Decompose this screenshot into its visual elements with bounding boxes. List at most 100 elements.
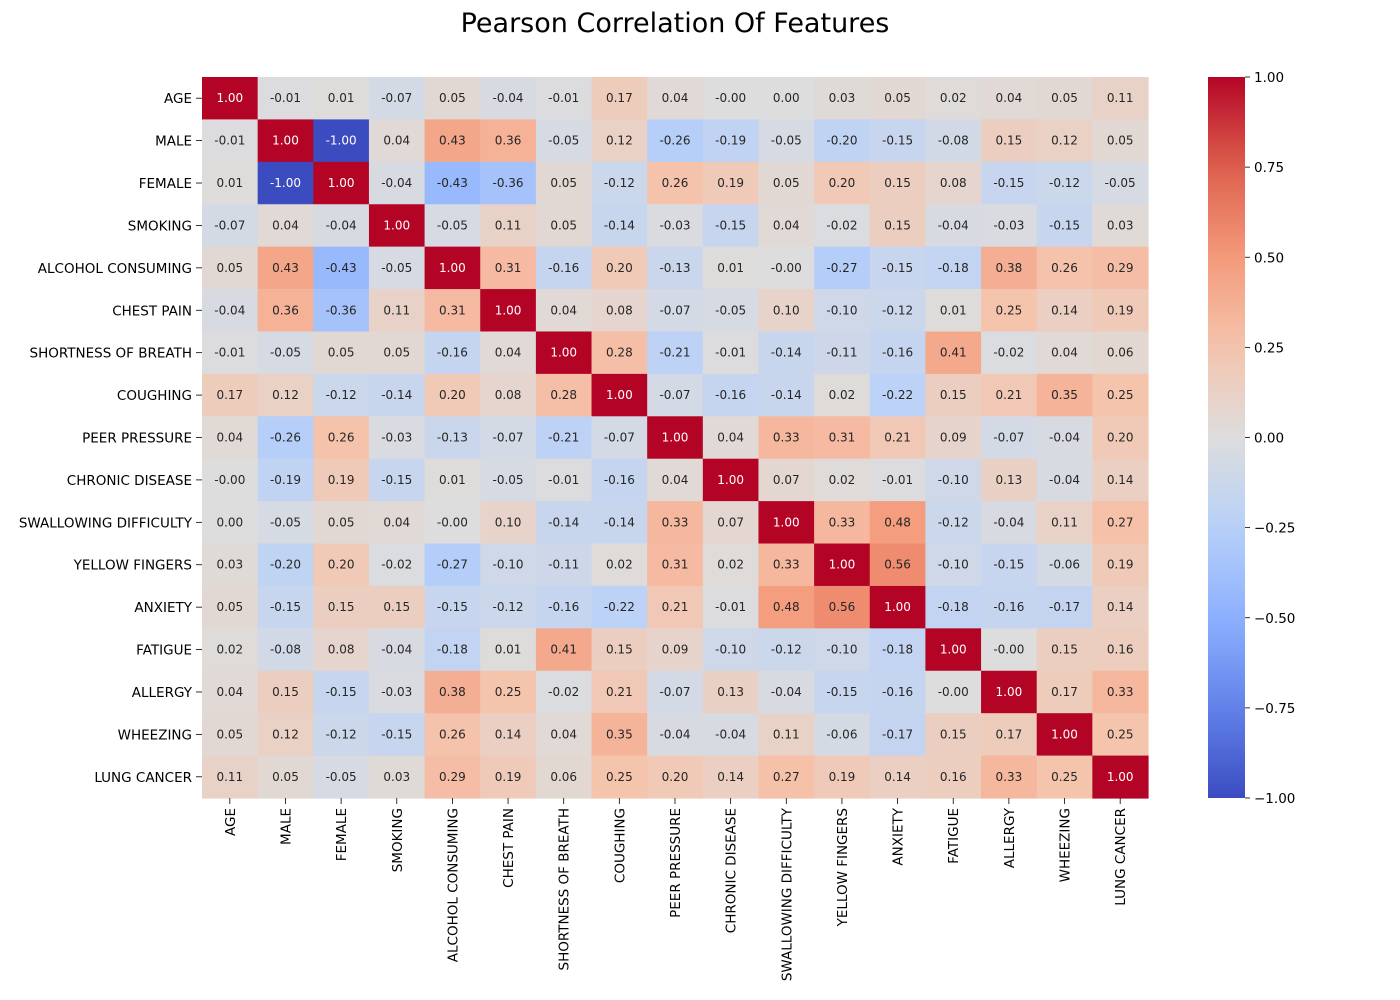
cell-value-label: -0.15 (270, 600, 301, 614)
y-tick-label: WHEEZING (118, 727, 192, 743)
heatmap-cell (647, 585, 704, 629)
cell-value-label: -0.07 (381, 91, 412, 105)
cell-value-label: 0.29 (1107, 261, 1134, 275)
heatmap-cell (591, 628, 648, 672)
heatmap-cell (202, 77, 259, 121)
cell-value-label: -0.05 (270, 515, 301, 529)
cell-value-label: 0.36 (495, 134, 522, 148)
cell-value-label: -0.01 (548, 91, 579, 105)
cell-value-label: -0.01 (270, 91, 301, 105)
heatmap-cell (368, 670, 426, 714)
heatmap-cell (758, 161, 815, 205)
heatmap-cell (869, 713, 927, 757)
chart-title: Pearson Correlation Of Features (460, 8, 890, 39)
heatmap-cell (647, 161, 704, 205)
cell-value-label: 0.25 (1107, 388, 1134, 402)
heatmap-cell (981, 204, 1038, 248)
cell-value-label: -0.18 (938, 261, 969, 275)
heatmap-cell (424, 713, 481, 757)
cell-value-label: 0.04 (216, 431, 243, 445)
cell-value-label: 0.05 (328, 515, 355, 529)
heatmap-cell (535, 585, 593, 629)
heatmap-cell (202, 373, 259, 417)
cell-value-label: 0.04 (773, 218, 800, 232)
heatmap-cell (981, 246, 1038, 290)
heatmap-cell (591, 755, 648, 799)
heatmap-cell (814, 416, 871, 460)
x-tick-label: YELLOW FINGERS (835, 808, 851, 927)
cell-value-label: -0.15 (826, 685, 857, 699)
heatmap-cell (591, 204, 648, 248)
heatmap-cell (869, 119, 927, 163)
heatmap-cell (202, 331, 259, 375)
cell-value-label: -0.05 (1105, 176, 1136, 190)
cell-value-label: 0.15 (328, 600, 355, 614)
cell-value-label: -0.21 (548, 431, 579, 445)
cell-value-label: -0.10 (938, 558, 969, 572)
heatmap-cell (925, 204, 982, 248)
cell-value-label: 0.25 (1051, 770, 1078, 784)
x-tick-label: MALE (278, 808, 294, 845)
heatmap-cell (869, 331, 927, 375)
cell-value-label: -0.10 (938, 473, 969, 487)
heatmap-cell (702, 458, 760, 502)
cell-value-label: 0.04 (272, 218, 299, 232)
heatmap-cell (647, 628, 704, 672)
heatmap-cell (702, 289, 760, 333)
heatmap-cell (535, 161, 593, 205)
cell-value-label: 0.35 (606, 727, 633, 741)
cell-value-label: -0.05 (715, 303, 746, 317)
cell-value-label: -0.14 (548, 515, 579, 529)
cell-value-label: -0.12 (938, 515, 969, 529)
heatmap-cell (591, 119, 648, 163)
heatmap-cell (869, 585, 927, 629)
cell-value-label: -0.00 (715, 91, 746, 105)
cell-value-label: -0.10 (493, 558, 524, 572)
cell-value-label: 1.00 (272, 134, 299, 148)
cell-value-label: 0.14 (1051, 303, 1078, 317)
cell-value-label: 0.05 (272, 770, 299, 784)
cell-value-label: -0.26 (659, 134, 690, 148)
heatmap-cell (480, 628, 537, 672)
cell-value-label: -0.10 (826, 643, 857, 657)
cell-value-label: 0.01 (216, 176, 243, 190)
heatmap-cell (535, 331, 593, 375)
cell-value-label: 0.21 (606, 685, 633, 699)
cell-value-label: 1.00 (216, 91, 243, 105)
cell-value-label: 0.19 (1107, 303, 1134, 317)
heatmap-cell (257, 670, 314, 714)
cell-value-label: 0.00 (773, 91, 800, 105)
cell-value-label: 0.56 (884, 558, 911, 572)
heatmap-cell (257, 289, 314, 333)
cell-value-label: -0.16 (993, 600, 1024, 614)
cell-value-label: 0.01 (439, 473, 466, 487)
heatmap-cell (814, 161, 871, 205)
cell-value-label: 0.13 (717, 685, 744, 699)
cell-value-label: 0.03 (1107, 218, 1134, 232)
heatmap-cell (869, 204, 927, 248)
cell-value-label: 0.15 (1051, 643, 1078, 657)
heatmap-cell (702, 77, 760, 121)
heatmap-cell (368, 246, 426, 290)
heatmap-cell (535, 373, 593, 417)
cell-value-label: 0.31 (829, 431, 856, 445)
cell-value-label: 0.05 (773, 176, 800, 190)
cell-value-label: -0.08 (270, 643, 301, 657)
heatmap-cell (925, 713, 982, 757)
cell-value-label: -0.10 (826, 303, 857, 317)
cell-value-label: -0.12 (604, 176, 635, 190)
x-tick-label: COUGHING (612, 808, 628, 883)
cell-value-label: -0.00 (437, 515, 468, 529)
cell-value-label: 0.25 (495, 685, 522, 699)
heatmap-cell (368, 713, 426, 757)
cell-value-label: 0.04 (717, 431, 744, 445)
cell-value-label: 0.35 (1051, 388, 1078, 402)
heatmap-cell (535, 246, 593, 290)
heatmap-cell (1036, 77, 1093, 121)
heatmap-cell (758, 670, 815, 714)
heatmap-cell (925, 543, 982, 587)
heatmap-cell (368, 161, 426, 205)
heatmap-cell (424, 289, 481, 333)
cell-value-label: 1.00 (439, 261, 466, 275)
heatmap-cell (814, 246, 871, 290)
